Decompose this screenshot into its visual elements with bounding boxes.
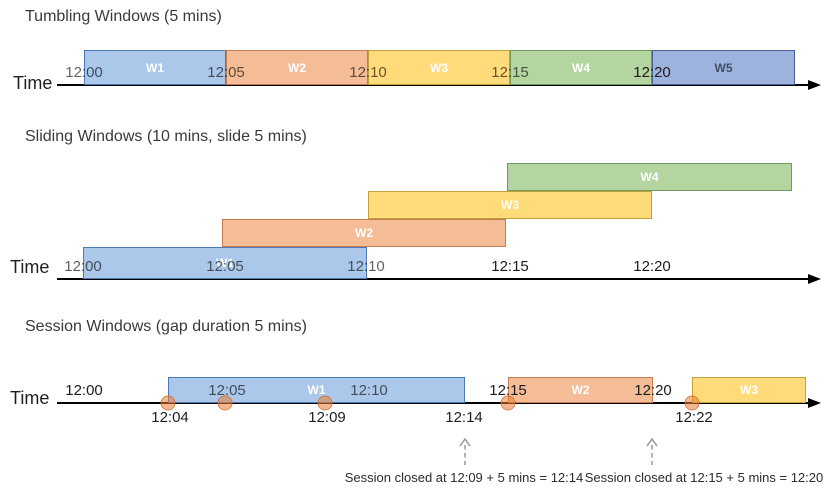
session-tick-label: 12:20 xyxy=(634,382,672,399)
sliding-tick-label: 12:15 xyxy=(491,258,529,275)
sliding-time-axis xyxy=(57,278,810,280)
session-time-axis-label: Time xyxy=(10,388,50,408)
session-session-closed-note: Session closed at 12:09 + 5 mins = 12:14 xyxy=(344,470,584,485)
session-time-axis xyxy=(57,402,810,404)
session-tick-label: 12:00 xyxy=(65,382,103,399)
tumbling-window-bar-w3 xyxy=(368,50,510,85)
tumbling-window-bar-w4 xyxy=(510,50,652,85)
sliding-window-label-w4: W4 xyxy=(640,170,659,184)
sliding-window-bar-w3 xyxy=(368,191,652,219)
tumbling-section-title: Tumbling Windows (5 mins) xyxy=(25,8,222,25)
session-event-dot xyxy=(684,395,700,411)
session-tick-label: 12:15 xyxy=(489,382,527,399)
sliding-window-bar-w2 xyxy=(222,219,506,247)
session-window-label-w2: W2 xyxy=(571,383,590,397)
session-callout-arrow-icon xyxy=(458,437,472,470)
sliding-section-title: Sliding Windows (10 mins, slide 5 mins) xyxy=(25,128,307,145)
session-tick-label: 12:05 xyxy=(208,382,246,399)
session-axis-arrowhead-icon xyxy=(808,398,821,408)
session-session-closed-note: Session closed at 12:15 + 5 mins = 12:20 xyxy=(584,470,824,485)
session-event-dot xyxy=(160,395,176,411)
session-window-bar-w2 xyxy=(508,377,653,403)
tumbling-window-bar-w5 xyxy=(652,50,795,85)
sliding-axis-arrowhead-icon xyxy=(808,274,821,284)
tumbling-axis-arrowhead-icon xyxy=(808,80,821,90)
tumbling-tick-label: 12:20 xyxy=(633,64,671,81)
tumbling-window-label-w4: W4 xyxy=(572,60,590,75)
tumbling-window-label-w5: W5 xyxy=(714,60,733,75)
session-event-dot xyxy=(217,395,233,411)
session-event-dot xyxy=(317,395,333,411)
tumbling-tick-label: 12:05 xyxy=(207,64,245,81)
tumbling-tick-label: 12:00 xyxy=(65,64,103,81)
sliding-window-label-w3: W3 xyxy=(501,198,519,212)
session-event-time-label: 12:04 xyxy=(151,409,189,426)
sliding-window-bar-w1 xyxy=(83,247,367,279)
session-window-bar-w3 xyxy=(692,377,806,403)
tumbling-window-bar-w1 xyxy=(84,50,226,85)
sliding-window-bar-w4 xyxy=(507,163,792,191)
sliding-tick-label: 12:05 xyxy=(206,258,244,275)
tumbling-time-axis xyxy=(57,84,810,86)
tumbling-tick-label: 12:15 xyxy=(491,64,529,81)
session-event-time-label: 12:22 xyxy=(675,409,713,426)
tumbling-time-axis-label: Time xyxy=(13,73,53,93)
tumbling-window-label-w2: W2 xyxy=(288,60,306,75)
tumbling-window-label-w3: W3 xyxy=(430,60,448,75)
session-event-time-label: 12:14 xyxy=(445,409,483,426)
sliding-tick-label: 12:10 xyxy=(347,258,385,275)
session-window-label-w3: W3 xyxy=(740,383,758,397)
session-section-title: Session Windows (gap duration 5 mins) xyxy=(25,318,307,335)
sliding-time-axis-label: Time xyxy=(10,257,50,277)
sliding-window-label-w2: W2 xyxy=(355,226,373,240)
session-tick-label: 12:10 xyxy=(350,382,388,399)
sliding-window-label-w1: W1 xyxy=(216,256,234,270)
session-event-time-label: 12:09 xyxy=(308,409,346,426)
session-event-dot xyxy=(500,395,516,411)
tumbling-window-label-w1: W1 xyxy=(146,60,164,75)
session-window-bar-w1 xyxy=(168,377,465,403)
sliding-tick-label: 12:20 xyxy=(633,258,671,275)
tumbling-tick-label: 12:10 xyxy=(349,64,387,81)
session-window-label-w1: W1 xyxy=(307,383,326,397)
session-callout-arrow-icon xyxy=(645,437,659,470)
tumbling-window-bar-w2 xyxy=(226,50,368,85)
sliding-tick-label: 12:00 xyxy=(64,258,102,275)
